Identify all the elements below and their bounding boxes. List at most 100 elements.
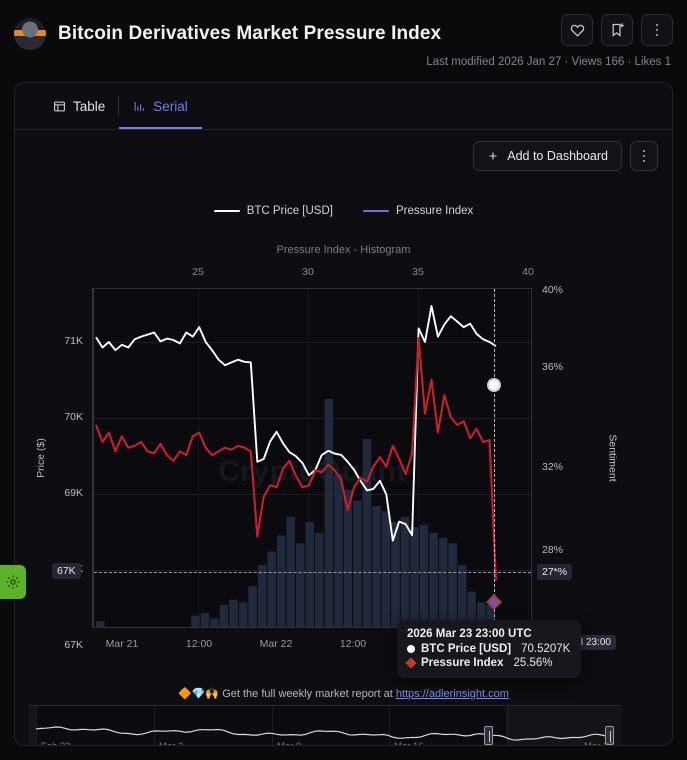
y-axis-right-tick: 32% bbox=[542, 461, 564, 473]
x-axis-tick: Mar 22 bbox=[259, 638, 293, 650]
navigator-tick: Mar 9 bbox=[277, 741, 301, 745]
heart-icon bbox=[570, 24, 584, 37]
x-axis-tick: 12:00 bbox=[185, 638, 213, 650]
legend-label: Pressure Index bbox=[395, 205, 474, 217]
chart-more-button[interactable] bbox=[630, 141, 658, 171]
chart-legend: BTC Price [USD] Pressure Index bbox=[15, 205, 672, 217]
gear-icon bbox=[6, 575, 20, 589]
y-axis-left-title: Price ($) bbox=[34, 438, 47, 478]
bookmark-plus-icon bbox=[612, 23, 624, 37]
gridline bbox=[94, 342, 531, 343]
vertical-gridline bbox=[198, 289, 199, 627]
navigator-gridline bbox=[507, 706, 508, 745]
navigator-gridline bbox=[154, 706, 155, 745]
header-more-button[interactable] bbox=[641, 14, 673, 46]
footer-emoji: 🔶💎🙌 bbox=[178, 688, 220, 700]
y-axis-right: Sentiment 40% 36% 32% 28% 24% 27*% bbox=[533, 284, 633, 634]
tab-serial[interactable]: Serial bbox=[119, 83, 202, 129]
settings-tab-button[interactable] bbox=[0, 565, 26, 599]
range-navigator[interactable]: Feb 23 Mar 2 Mar 9 Mar 16 Mar 23 bbox=[29, 705, 621, 745]
footer-link[interactable]: https://adlerinsight.com bbox=[395, 688, 509, 700]
histogram-bars bbox=[96, 399, 495, 627]
like-button[interactable] bbox=[561, 14, 593, 46]
vertical-gridline bbox=[308, 289, 309, 627]
footer-text: Get the full weekly market report at bbox=[222, 688, 393, 700]
table-icon bbox=[54, 101, 65, 111]
navigator-tick: Feb 23 bbox=[41, 741, 71, 745]
vertical-gridline bbox=[528, 289, 529, 627]
btc-price-marker bbox=[487, 378, 501, 392]
y-axis-left-tick: 71K bbox=[64, 335, 83, 347]
top-axis-tick: 25 bbox=[192, 266, 204, 278]
view-tabs: Table Serial bbox=[15, 83, 672, 130]
navigator-gridline bbox=[36, 706, 37, 745]
navigator-tick: Mar 23 bbox=[584, 741, 614, 745]
header-actions bbox=[561, 14, 673, 46]
chart-footer-note: 🔶💎🙌 Get the full weekly market report at… bbox=[15, 687, 672, 700]
tab-table-label: Table bbox=[73, 98, 106, 114]
y-axis-right-title: Sentiment bbox=[606, 434, 619, 482]
navigator-handle-left[interactable] bbox=[484, 726, 493, 745]
x-axis-tick: Mar 21 bbox=[105, 638, 139, 650]
y-axis-left-tick: 69K bbox=[64, 487, 83, 499]
tooltip-row-price: BTC Price [USD] 70.5207K bbox=[407, 643, 570, 655]
tooltip-row-pressure: Pressure Index 25.56% bbox=[405, 657, 570, 669]
avatar bbox=[14, 18, 46, 50]
top-axis-tick: 35 bbox=[412, 266, 424, 278]
y-axis-right-tick: 36% bbox=[542, 361, 564, 373]
plot-area: 25 30 35 40 Price ($) 71K 70K 69K 68K 67… bbox=[15, 266, 672, 686]
tooltip-series-name: Pressure Index bbox=[421, 657, 504, 669]
plus-icon bbox=[489, 152, 497, 160]
histogram-axis-title: Pressure Index - Histogram bbox=[276, 244, 411, 256]
page-header: Bitcoin Derivatives Market Pressure Inde… bbox=[0, 0, 687, 82]
price-reference-dashline bbox=[94, 572, 531, 573]
vertical-gridline bbox=[418, 289, 419, 627]
plot-canvas[interactable]: CryptoQuant bbox=[92, 288, 532, 628]
navigator-tick: Mar 2 bbox=[159, 741, 183, 745]
top-axis-tick: 40 bbox=[522, 266, 534, 278]
diamond-marker-icon bbox=[405, 657, 417, 669]
legend-swatch-line bbox=[362, 209, 389, 213]
tooltip-series-value: 25.56% bbox=[513, 657, 553, 669]
tooltip-series-name: BTC Price [USD] bbox=[421, 643, 512, 655]
chart-card: Table Serial Add to Dashboard bbox=[14, 82, 673, 746]
legend-item-pressure-index[interactable]: Pressure Index bbox=[362, 205, 474, 217]
kebab-menu-icon bbox=[655, 23, 659, 37]
crosshair-line bbox=[494, 289, 495, 627]
sentiment-axis-chip: 27*% bbox=[537, 564, 573, 580]
tooltip-series-value: 70.5207K bbox=[521, 643, 571, 655]
navigator-sparkline-svg bbox=[35, 726, 615, 741]
page-meta: Last modified 2026 Jan 27 · Views 166 · … bbox=[426, 56, 671, 68]
top-axis: 25 30 35 40 bbox=[92, 266, 534, 290]
tab-serial-label: Serial bbox=[153, 98, 188, 114]
y-axis-right-tick: 28% bbox=[542, 544, 564, 556]
x-axis-tick: 12:00 bbox=[339, 638, 367, 650]
chart-tooltip: 2026 Mar 23 23:00 UTC BTC Price [USD] 70… bbox=[397, 620, 582, 678]
add-to-dashboard-button[interactable]: Add to Dashboard bbox=[473, 141, 622, 171]
navigator-left-shade bbox=[29, 706, 36, 745]
bar-chart-icon bbox=[134, 101, 145, 111]
kebab-menu-icon bbox=[642, 149, 646, 163]
navigator-sparkline bbox=[35, 726, 615, 741]
y-axis-left: Price ($) 71K 70K 69K 68K 67K 67K bbox=[15, 288, 92, 651]
btc-price-line bbox=[95, 305, 497, 542]
navigator-handle-right[interactable] bbox=[605, 726, 614, 745]
top-axis-tick: 30 bbox=[302, 266, 314, 278]
save-button[interactable] bbox=[601, 14, 633, 46]
pressure-index-line bbox=[95, 337, 498, 581]
navigator-tick: Mar 16 bbox=[394, 741, 424, 745]
legend-item-btc-price[interactable]: BTC Price [USD] bbox=[213, 205, 333, 217]
legend-swatch-line bbox=[213, 209, 240, 213]
y-axis-left-tick: 67K bbox=[64, 639, 83, 651]
tab-table[interactable]: Table bbox=[39, 83, 120, 129]
gridline bbox=[94, 418, 531, 419]
series-svg bbox=[95, 305, 498, 627]
price-axis-chip: 67K bbox=[52, 563, 81, 579]
add-to-dashboard-label: Add to Dashboard bbox=[507, 149, 608, 163]
page-title: Bitcoin Derivatives Market Pressure Inde… bbox=[58, 23, 442, 44]
chart-toolbar: Add to Dashboard bbox=[473, 141, 658, 171]
legend-label: BTC Price [USD] bbox=[246, 205, 333, 217]
tab-active-indicator bbox=[119, 127, 202, 129]
title-row: Bitcoin Derivatives Market Pressure Inde… bbox=[14, 18, 669, 50]
